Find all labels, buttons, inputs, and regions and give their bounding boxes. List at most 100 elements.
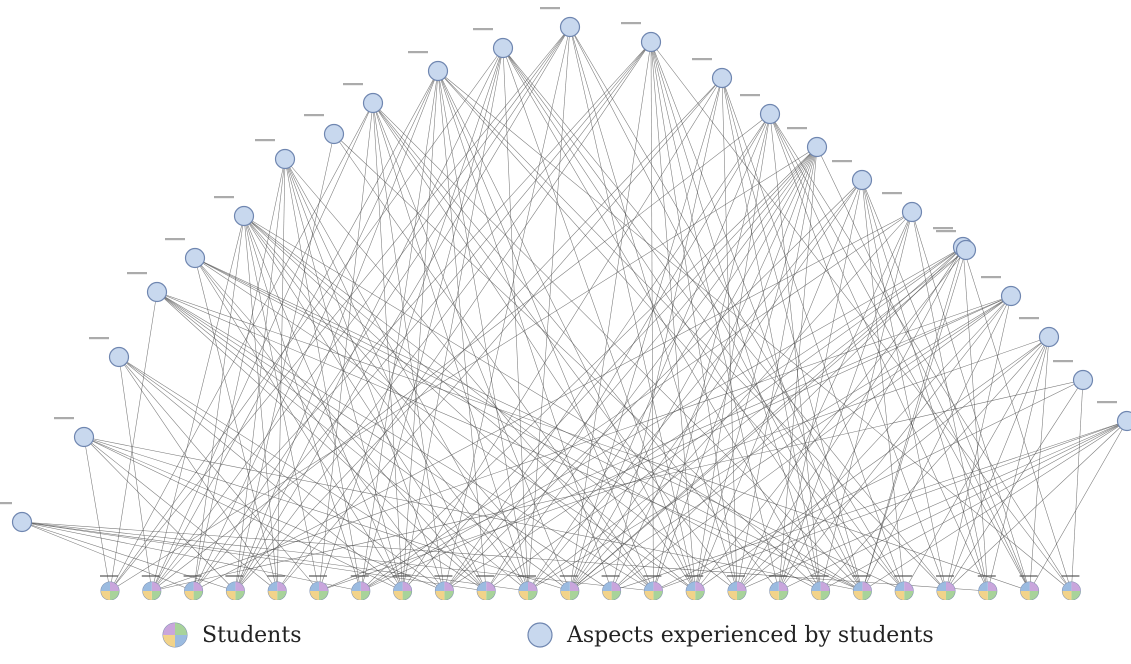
aspect-node — [492, 37, 514, 59]
aspect-node — [1116, 410, 1131, 432]
aspect-node — [233, 205, 255, 227]
edge — [83, 436, 111, 592]
edge — [194, 257, 821, 592]
edge — [284, 158, 362, 592]
student-node — [1061, 575, 1081, 600]
aspect-node — [146, 281, 168, 303]
student-node — [476, 575, 496, 600]
student-node — [518, 575, 538, 600]
edge — [372, 102, 529, 592]
edge — [333, 133, 654, 592]
edge — [911, 211, 1030, 592]
edge — [151, 26, 571, 592]
edge — [21, 521, 194, 592]
aspect-node — [806, 136, 828, 158]
edge — [502, 47, 821, 592]
edge — [193, 158, 286, 592]
edge — [151, 295, 1012, 592]
edge — [151, 102, 374, 592]
legend-aspects: Aspects experienced by students — [527, 612, 934, 658]
aspect-node — [184, 247, 206, 269]
network-diagram — [0, 7, 1131, 600]
edge — [778, 246, 964, 592]
edge — [402, 146, 818, 592]
edge — [769, 113, 1072, 592]
edge — [276, 158, 286, 592]
student-node — [768, 575, 789, 600]
student-nodes-layer — [100, 575, 1081, 600]
edge — [109, 26, 571, 592]
aspect-node-label-mark — [1097, 401, 1117, 404]
student-node — [643, 575, 663, 600]
edge — [820, 420, 1128, 592]
student-node — [559, 575, 580, 600]
edge — [284, 158, 403, 592]
edge — [372, 102, 780, 592]
aspect-node-label-mark — [936, 230, 956, 233]
edge — [861, 179, 947, 592]
edge — [444, 146, 818, 592]
edge — [650, 41, 863, 592]
edge — [653, 379, 1084, 592]
edge — [653, 420, 1128, 592]
aspect-node — [1072, 369, 1094, 391]
aspect-node — [640, 31, 662, 53]
edge — [485, 113, 771, 592]
student-node — [810, 575, 831, 600]
edge — [360, 146, 818, 592]
edge — [650, 41, 821, 592]
student-node — [267, 575, 287, 600]
student-node — [894, 575, 914, 600]
aspect-node — [1000, 285, 1022, 307]
edge — [437, 70, 905, 592]
edge — [820, 211, 913, 592]
aspect-node-label-mark — [304, 114, 324, 117]
edge — [694, 113, 771, 592]
edge — [769, 113, 947, 592]
edge — [444, 179, 863, 592]
aspect-node — [559, 16, 581, 38]
edge — [444, 113, 771, 592]
edge — [650, 41, 738, 592]
edge — [193, 70, 439, 592]
aspects-legend-icon — [527, 622, 553, 648]
edge — [235, 47, 504, 592]
edge — [21, 521, 654, 592]
aspect-node-label-mark — [882, 192, 902, 195]
edge — [736, 146, 818, 592]
edge — [109, 146, 818, 592]
edge — [694, 146, 818, 592]
edge — [235, 133, 335, 592]
edge — [318, 336, 1050, 592]
aspect-node — [11, 511, 33, 533]
aspect-node-label-mark — [54, 417, 74, 420]
aspect-node-label-mark — [0, 502, 12, 505]
edge — [402, 70, 439, 592]
edge — [569, 179, 863, 592]
edge — [151, 215, 245, 592]
edge — [527, 249, 967, 592]
edge — [360, 47, 504, 592]
edge — [235, 77, 723, 592]
edge — [156, 291, 612, 592]
aspect-nodes-layer — [0, 7, 1131, 533]
edge — [318, 102, 374, 592]
edge — [527, 179, 863, 592]
edge — [194, 257, 487, 592]
aspect-node-label-mark — [1053, 360, 1073, 363]
edge — [778, 295, 1012, 592]
student-node — [1019, 575, 1040, 600]
aspect-node — [901, 201, 923, 223]
edge — [569, 26, 863, 592]
edge — [820, 336, 1050, 592]
edge — [243, 215, 278, 592]
edge — [194, 257, 445, 592]
edge — [402, 47, 504, 592]
edge — [569, 41, 652, 592]
student-node — [434, 575, 454, 600]
edge — [276, 41, 652, 592]
edge — [695, 336, 1050, 592]
aspect-node — [759, 103, 781, 125]
edge — [21, 521, 988, 592]
edge — [1071, 379, 1084, 592]
